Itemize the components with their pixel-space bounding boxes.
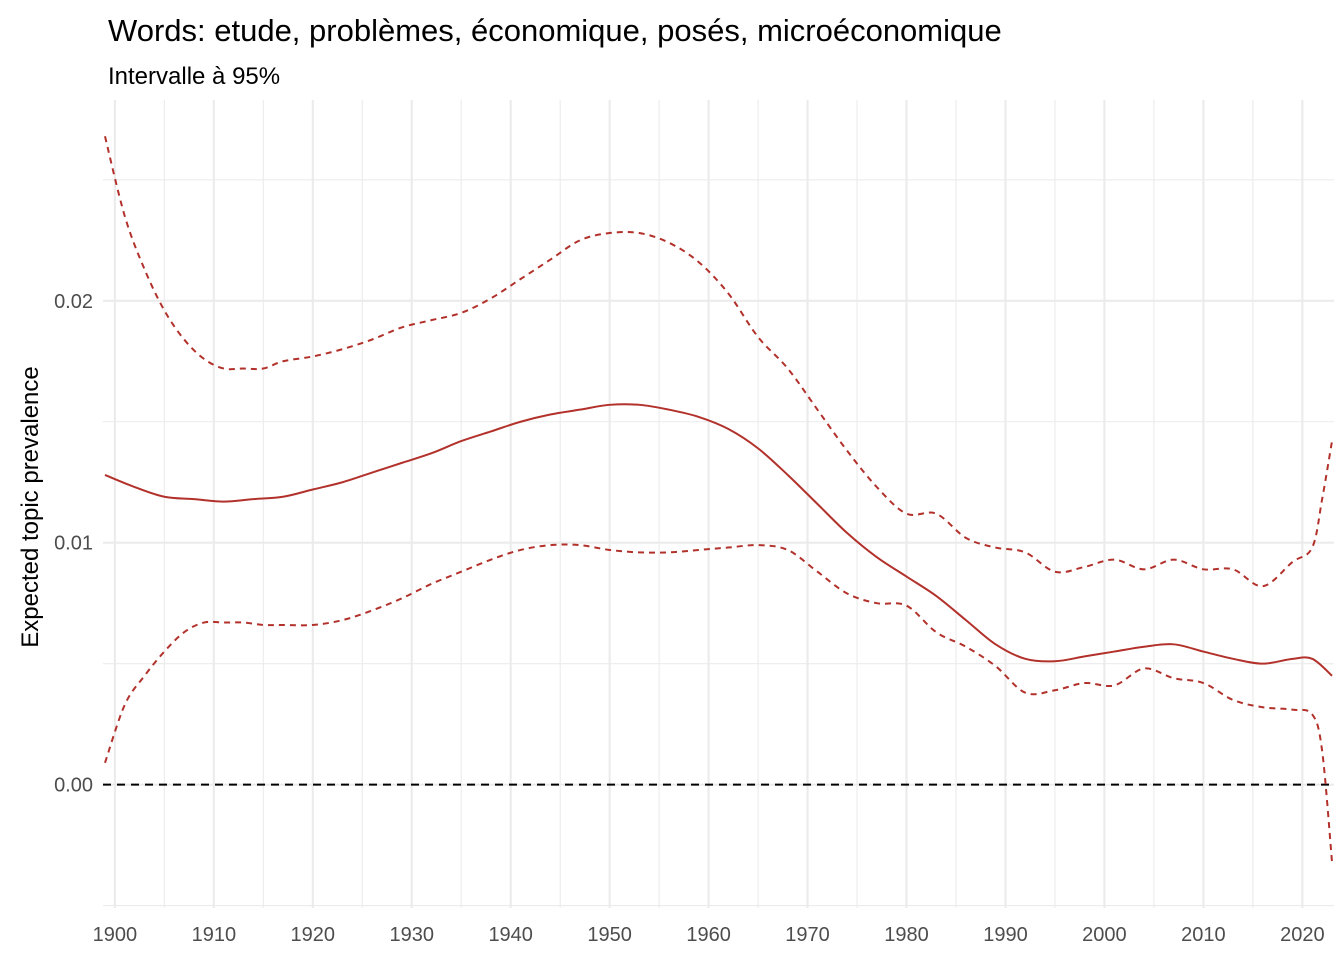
y-tick-label: 0.02 [54, 291, 93, 313]
x-tick-label: 1940 [488, 924, 533, 946]
x-tick-label: 1990 [983, 924, 1028, 946]
x-tick-label: 1910 [192, 924, 237, 946]
x-tick-label: 1960 [686, 924, 731, 946]
y-axis-title: Expected topic prevalence [17, 366, 44, 648]
x-tick-label: 1980 [884, 924, 929, 946]
x-tick-label: 1970 [785, 924, 830, 946]
series-line-upper-95 [104, 136, 1334, 588]
series-lines [104, 136, 1334, 863]
series-line-estimate [104, 403, 1333, 677]
x-tick-label: 2000 [1082, 924, 1127, 946]
x-tick-label: 2010 [1181, 924, 1226, 946]
x-tick-label: 2020 [1280, 924, 1325, 946]
grid-lines [103, 100, 1334, 908]
y-axis-tick-labels: 0.00 0.01 0.02 [54, 291, 93, 797]
y-tick-label: 0.01 [54, 533, 93, 555]
chart-title: Words: etude, problèmes, économique, pos… [108, 13, 1002, 48]
y-tick-label: 0.00 [54, 775, 93, 797]
series-line-lower-95 [104, 543, 1334, 863]
chart-subtitle: Intervalle à 95% [108, 63, 280, 90]
x-axis-tick-labels: 1900 1910 1920 1930 1940 1950 1960 1970 1980 1990… [93, 924, 1325, 946]
x-tick-label: 1920 [291, 924, 336, 946]
x-tick-label: 1900 [93, 924, 138, 946]
x-tick-label: 1950 [587, 924, 632, 946]
x-tick-label: 1930 [389, 924, 434, 946]
